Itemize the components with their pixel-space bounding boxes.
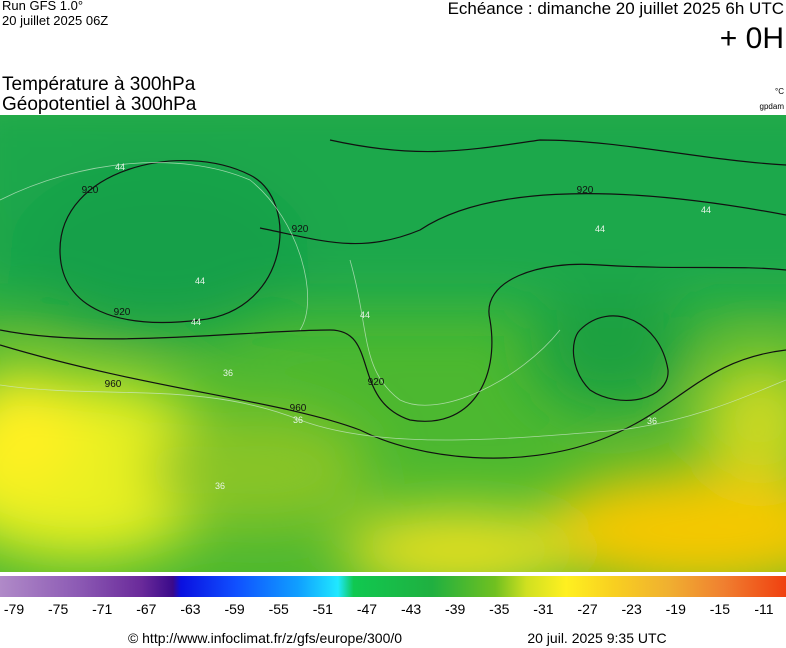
geopotential-label: 920 <box>114 307 131 318</box>
colorbar-tick-label: -27 <box>577 601 597 617</box>
geopotential-label: 960 <box>105 379 122 390</box>
colorbar-tick-label: -19 <box>666 601 686 617</box>
temperature-unit: °C <box>775 87 784 96</box>
colorbar-tick-label: -59 <box>224 601 244 617</box>
temperature-title: Température à 300hPa <box>2 74 196 95</box>
colorbar-tick-label: -67 <box>136 601 156 617</box>
colorbar-tick-label: -31 <box>533 601 553 617</box>
geopotential-contours <box>0 139 786 459</box>
colorbar-tick-label: -55 <box>269 601 289 617</box>
geopotential-label: 960 <box>290 403 307 414</box>
colorbar-tick-label: -15 <box>710 601 730 617</box>
colorbar-tick-label: -47 <box>357 601 377 617</box>
footer-url: © http://www.infoclimat.fr/z/gfs/europe/… <box>128 630 402 646</box>
colorbar-tick-label: -51 <box>313 601 333 617</box>
color-scale <box>0 576 786 597</box>
temperature-label: 44 <box>115 162 125 172</box>
colorbar-tick-label: -79 <box>4 601 24 617</box>
geopotential-label: 920 <box>577 185 594 196</box>
temperature-label: 44 <box>191 317 201 327</box>
temperature-label: 44 <box>195 276 205 286</box>
temperature-label: 44 <box>360 310 370 320</box>
colorbar-tick-label: -71 <box>92 601 112 617</box>
geopotential-unit: gpdam <box>760 102 785 111</box>
temperature-contours <box>0 162 786 441</box>
geopotential-label: 920 <box>292 224 309 235</box>
colorbar-tick-label: -75 <box>48 601 68 617</box>
geopotential-label: 920 <box>368 377 385 388</box>
colorbar-tick-label: -23 <box>622 601 642 617</box>
colorbar-tick-label: -11 <box>754 601 773 617</box>
temperature-label: 36 <box>215 481 225 491</box>
footer-timestamp: 20 juil. 2025 9:35 UTC <box>527 630 666 646</box>
colorbar-tick-label: -39 <box>445 601 465 617</box>
geopotential-title: Géopotentiel à 300hPa <box>2 94 197 115</box>
run-label: Run GFS 1.0° <box>2 0 83 13</box>
temperature-label: 44 <box>595 224 605 234</box>
colorbar-tick-label: -43 <box>401 601 421 617</box>
echeance: Echéance : dimanche 20 juillet 2025 6h U… <box>448 0 784 18</box>
run-date: 20 juillet 2025 06Z <box>2 13 108 28</box>
temperature-label: 36 <box>293 415 303 425</box>
map: 920 920 920 920 920 960 960 44 44 44 44 44 44 36 36 36 3… <box>0 115 786 572</box>
temperature-label: 36 <box>223 368 233 378</box>
colorbar-tick-label: -35 <box>489 601 509 617</box>
temperature-label: 44 <box>701 205 711 215</box>
geopotential-label: 920 <box>82 185 99 196</box>
offset: + 0H <box>720 22 784 55</box>
temperature-label: 36 <box>647 416 657 426</box>
colorbar-tick-label: -63 <box>180 601 200 617</box>
